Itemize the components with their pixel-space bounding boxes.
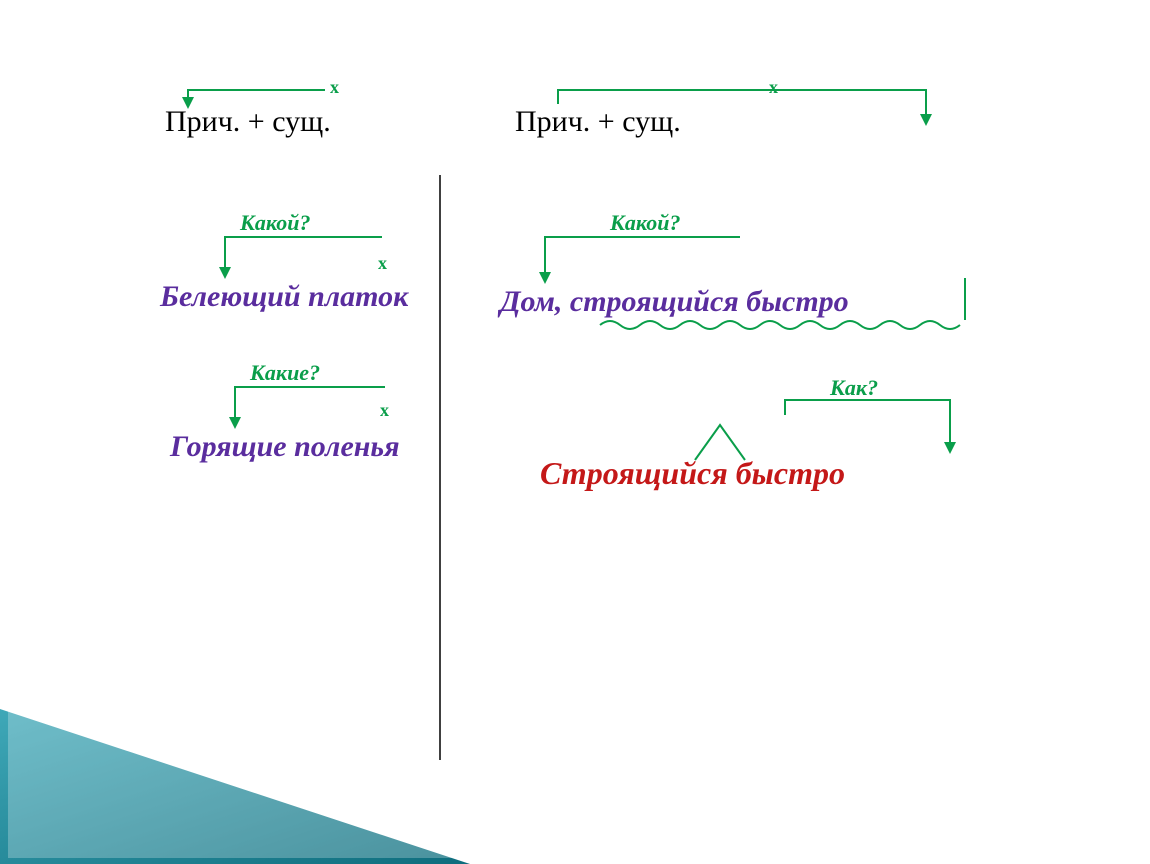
left-q2: Какие? — [250, 360, 320, 386]
right-formula: Прич. + сущ. — [515, 105, 681, 139]
left-x1: х — [378, 253, 387, 274]
right-phrase1: Дом, строящийся быстро — [500, 285, 849, 319]
right-q2: Как? — [830, 375, 878, 401]
left-q1: Какой? — [240, 210, 310, 236]
slide-root: Прич. + сущ. х Какой? х Белеющий платок … — [0, 0, 1150, 864]
left-phrase2: Горящие поленья — [170, 430, 400, 464]
decorative-triangle — [0, 704, 470, 864]
left-phrase1: Белеющий платок — [160, 280, 408, 314]
left-formula: Прич. + сущ. — [165, 105, 331, 139]
left-x2: х — [380, 400, 389, 421]
left-x-mark: х — [330, 77, 339, 98]
right-q1: Какой? — [610, 210, 680, 236]
right-phrase2: Строящийся быстро — [540, 455, 845, 492]
right-x-mark: х — [769, 77, 778, 98]
